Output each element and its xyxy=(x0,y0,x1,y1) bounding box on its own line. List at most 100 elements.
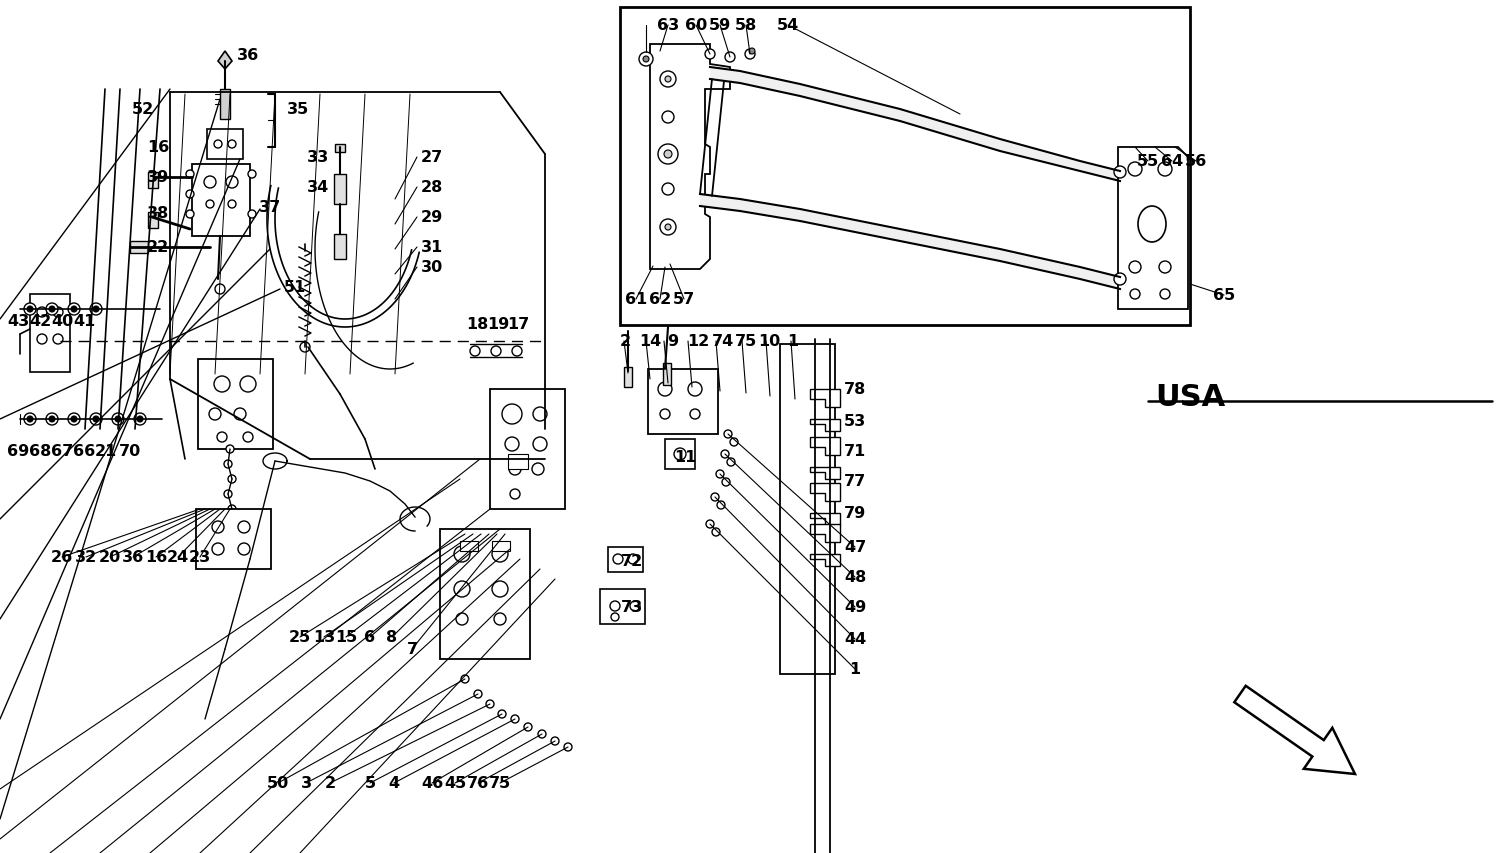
Circle shape xyxy=(722,479,730,486)
Text: 39: 39 xyxy=(147,171,170,185)
Circle shape xyxy=(226,177,238,189)
Circle shape xyxy=(716,471,724,479)
Ellipse shape xyxy=(1138,206,1166,243)
Text: 3: 3 xyxy=(300,775,312,791)
Text: 41: 41 xyxy=(74,314,94,329)
Circle shape xyxy=(214,141,222,148)
Text: 5: 5 xyxy=(364,775,375,791)
Text: 48: 48 xyxy=(844,570,865,585)
Text: 23: 23 xyxy=(189,550,211,565)
Text: 60: 60 xyxy=(686,19,706,33)
Text: 43: 43 xyxy=(8,314,28,329)
Text: 75: 75 xyxy=(735,334,758,349)
Circle shape xyxy=(240,376,256,392)
Circle shape xyxy=(27,416,33,422)
Circle shape xyxy=(238,543,250,555)
Bar xyxy=(130,241,148,253)
Text: 9: 9 xyxy=(668,334,678,349)
Polygon shape xyxy=(810,390,840,408)
Circle shape xyxy=(50,416,55,422)
Circle shape xyxy=(226,445,234,454)
Bar xyxy=(334,145,345,153)
Circle shape xyxy=(1114,274,1126,286)
Bar xyxy=(460,542,478,551)
Text: 19: 19 xyxy=(488,317,508,332)
Text: 38: 38 xyxy=(147,206,170,221)
Circle shape xyxy=(228,141,236,148)
Text: 28: 28 xyxy=(422,180,442,195)
Text: 1: 1 xyxy=(849,662,861,676)
Circle shape xyxy=(662,183,674,196)
Circle shape xyxy=(660,72,676,88)
Circle shape xyxy=(524,723,532,731)
Bar xyxy=(490,390,566,509)
Circle shape xyxy=(27,306,33,313)
Text: 44: 44 xyxy=(844,632,865,647)
Text: 15: 15 xyxy=(334,630,357,645)
Text: 50: 50 xyxy=(267,775,290,791)
Circle shape xyxy=(238,521,250,533)
Circle shape xyxy=(512,346,522,357)
Bar xyxy=(624,368,632,387)
Text: 63: 63 xyxy=(657,19,680,33)
Circle shape xyxy=(510,490,520,499)
Circle shape xyxy=(506,438,519,451)
Circle shape xyxy=(38,308,46,317)
Text: 75: 75 xyxy=(489,775,512,791)
Text: 26: 26 xyxy=(51,550,74,565)
Circle shape xyxy=(498,711,506,718)
Text: 27: 27 xyxy=(422,150,442,165)
Text: 12: 12 xyxy=(687,334,709,349)
Circle shape xyxy=(706,520,714,528)
Bar xyxy=(148,173,158,189)
Text: 70: 70 xyxy=(118,444,141,459)
Text: 59: 59 xyxy=(710,19,730,33)
Text: 56: 56 xyxy=(1185,154,1208,169)
Text: 25: 25 xyxy=(290,630,310,645)
Bar xyxy=(207,130,243,160)
Polygon shape xyxy=(810,514,840,525)
Circle shape xyxy=(214,376,230,392)
Bar xyxy=(620,8,1190,326)
Circle shape xyxy=(134,414,146,426)
Circle shape xyxy=(664,77,670,83)
Circle shape xyxy=(538,730,546,738)
Text: 10: 10 xyxy=(758,334,780,349)
Text: 69: 69 xyxy=(8,444,28,459)
Text: 16: 16 xyxy=(146,550,166,565)
Bar xyxy=(334,175,346,205)
Circle shape xyxy=(300,343,310,352)
Bar xyxy=(196,509,272,569)
Circle shape xyxy=(224,461,232,468)
Circle shape xyxy=(724,53,735,63)
Circle shape xyxy=(730,438,738,446)
Polygon shape xyxy=(710,68,1120,182)
Circle shape xyxy=(748,49,754,55)
Circle shape xyxy=(46,414,58,426)
Circle shape xyxy=(490,346,501,357)
Text: 35: 35 xyxy=(286,102,309,118)
Text: 57: 57 xyxy=(674,293,694,307)
Text: 53: 53 xyxy=(844,414,865,429)
Text: 72: 72 xyxy=(621,554,644,569)
Text: 46: 46 xyxy=(422,775,442,791)
Text: 7: 7 xyxy=(406,641,417,657)
Bar xyxy=(440,530,530,659)
Text: 47: 47 xyxy=(844,540,865,554)
Circle shape xyxy=(532,463,544,475)
Text: 76: 76 xyxy=(466,775,489,791)
Circle shape xyxy=(664,151,672,159)
Circle shape xyxy=(186,211,194,218)
Circle shape xyxy=(1160,262,1172,274)
Bar xyxy=(663,363,670,386)
Text: 30: 30 xyxy=(422,260,442,276)
Circle shape xyxy=(456,613,468,625)
Polygon shape xyxy=(810,467,840,479)
Text: 77: 77 xyxy=(844,474,865,489)
Circle shape xyxy=(248,171,256,179)
Circle shape xyxy=(470,346,480,357)
Circle shape xyxy=(1130,262,1142,274)
Bar xyxy=(220,90,230,120)
Bar xyxy=(608,548,644,572)
Text: 78: 78 xyxy=(844,382,865,397)
